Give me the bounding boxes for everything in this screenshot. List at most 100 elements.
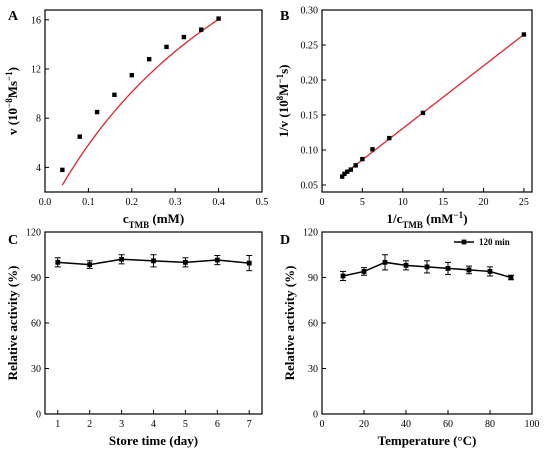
data-point <box>164 44 169 50</box>
y-tick-label: 0.10 <box>301 146 319 157</box>
data-point <box>508 275 514 280</box>
y-axis-title: Relative activity (%) <box>282 266 297 381</box>
x-tick-label: 100 <box>525 419 540 430</box>
data-point <box>487 269 493 274</box>
x-tick-label: 15 <box>438 197 448 208</box>
data-point <box>445 266 451 271</box>
x-axis-title-text: Store time (day) <box>109 433 198 448</box>
x-tick-label: 20 <box>479 197 489 208</box>
data-point <box>420 110 426 116</box>
y-tick-label: 30 <box>31 364 41 375</box>
y-axis-title-sup: 8 <box>275 95 285 100</box>
plot-frame <box>321 9 533 193</box>
data-point <box>87 262 93 268</box>
y-tick-label: 0.25 <box>301 41 319 52</box>
x-tick-label: 10 <box>398 197 408 208</box>
data-point <box>382 259 388 265</box>
y-tick-label: 0 <box>36 410 41 421</box>
data-point <box>112 92 117 98</box>
data-point <box>348 167 354 172</box>
data-point <box>387 135 392 141</box>
data-point <box>216 16 221 21</box>
y-tick-label: 30 <box>308 364 318 375</box>
x-axis-title-sup: −1 <box>454 210 464 220</box>
x-axis-title-end: ) <box>463 211 467 226</box>
data-point <box>424 264 430 270</box>
y-tick-label: 90 <box>31 273 41 284</box>
x-tick-label: 40 <box>401 419 411 430</box>
y-axis-title: v (10−8Ms−1) <box>4 67 20 135</box>
panel-c: C 1 2 3 4 5 6 7 0 30 60 90 120 Store time (day) Relati… <box>5 228 263 448</box>
x-axis-title-main: 1/c <box>386 211 402 226</box>
x-axis-title-main: c <box>123 211 129 226</box>
y-tick-label: 120 <box>303 228 318 239</box>
x-tick-label: 0 <box>320 419 325 430</box>
x-tick-label: 3 <box>119 419 124 430</box>
x-tick-label: 60 <box>443 419 453 430</box>
x-tick-label: 80 <box>485 419 495 430</box>
y-axis-title-unit: M <box>276 84 291 96</box>
plot-frame <box>321 231 533 415</box>
y-axis-title-sup2: −1 <box>4 71 14 81</box>
data-point <box>345 169 350 174</box>
legend-label: 120 min <box>479 237 510 247</box>
data-point <box>146 56 152 62</box>
x-tick-label: 0.1 <box>82 197 95 208</box>
data-point <box>342 171 347 176</box>
data-point <box>199 27 204 32</box>
x-tick-label: 5 <box>183 419 188 430</box>
x-tick-label: 25 <box>519 197 529 208</box>
data-point <box>55 259 61 265</box>
y-axis-title-end: s) <box>276 64 291 73</box>
data-point <box>129 72 134 78</box>
y-axis-title-sup: −8 <box>4 98 14 108</box>
y-tick-label: 4 <box>36 163 41 174</box>
data-point <box>353 163 358 168</box>
panel-letter: A <box>8 9 19 24</box>
data-point <box>77 134 82 139</box>
x-tick-label: 7 <box>247 419 252 430</box>
y-tick-label: 0.05 <box>301 181 319 192</box>
y-tick-label: 16 <box>31 15 41 26</box>
data-point <box>119 256 124 262</box>
x-axis-title: cTMB (mM) <box>123 211 184 230</box>
data-point <box>151 258 156 264</box>
data-point <box>466 267 472 273</box>
y-tick-label: 0.20 <box>301 76 319 87</box>
x-tick-label: 4 <box>151 419 156 430</box>
data-point <box>403 262 409 268</box>
x-tick-label: 6 <box>215 419 220 430</box>
fit-curve <box>61 18 219 186</box>
x-tick-label: 5 <box>360 197 365 208</box>
legend-marker <box>461 239 467 245</box>
x-tick-label: 2 <box>87 419 92 430</box>
x-tick-label: 20 <box>359 419 369 430</box>
x-tick-label: 0.2 <box>126 197 139 208</box>
data-point <box>214 257 220 263</box>
data-point <box>360 156 365 162</box>
data-point <box>60 167 65 173</box>
data-point <box>370 147 375 152</box>
panel-letter: B <box>280 9 289 24</box>
panel-letter: D <box>280 233 290 248</box>
x-tick-label: 0.4 <box>212 197 225 208</box>
fit-line <box>340 33 525 178</box>
y-tick-label: 60 <box>308 319 318 330</box>
data-point <box>246 260 252 266</box>
x-axis-title: Temperature (°C) <box>378 433 477 448</box>
x-tick-label: 0.5 <box>256 197 269 208</box>
panel-letter: C <box>8 233 18 248</box>
y-axis-title-end: ) <box>5 67 20 71</box>
y-axis-title: Relative activity (%) <box>5 266 20 381</box>
data-point <box>94 109 100 115</box>
y-tick-label: 90 <box>308 273 318 284</box>
y-axis-title-text: Relative activity (%) <box>282 266 297 381</box>
y-axis-title-unit: Ms <box>5 81 20 98</box>
x-tick-label: 1 <box>55 419 60 430</box>
x-axis-title: Store time (day) <box>109 433 198 448</box>
data-point <box>183 259 188 265</box>
y-tick-label: 0.15 <box>301 111 319 122</box>
data-point <box>521 32 527 37</box>
